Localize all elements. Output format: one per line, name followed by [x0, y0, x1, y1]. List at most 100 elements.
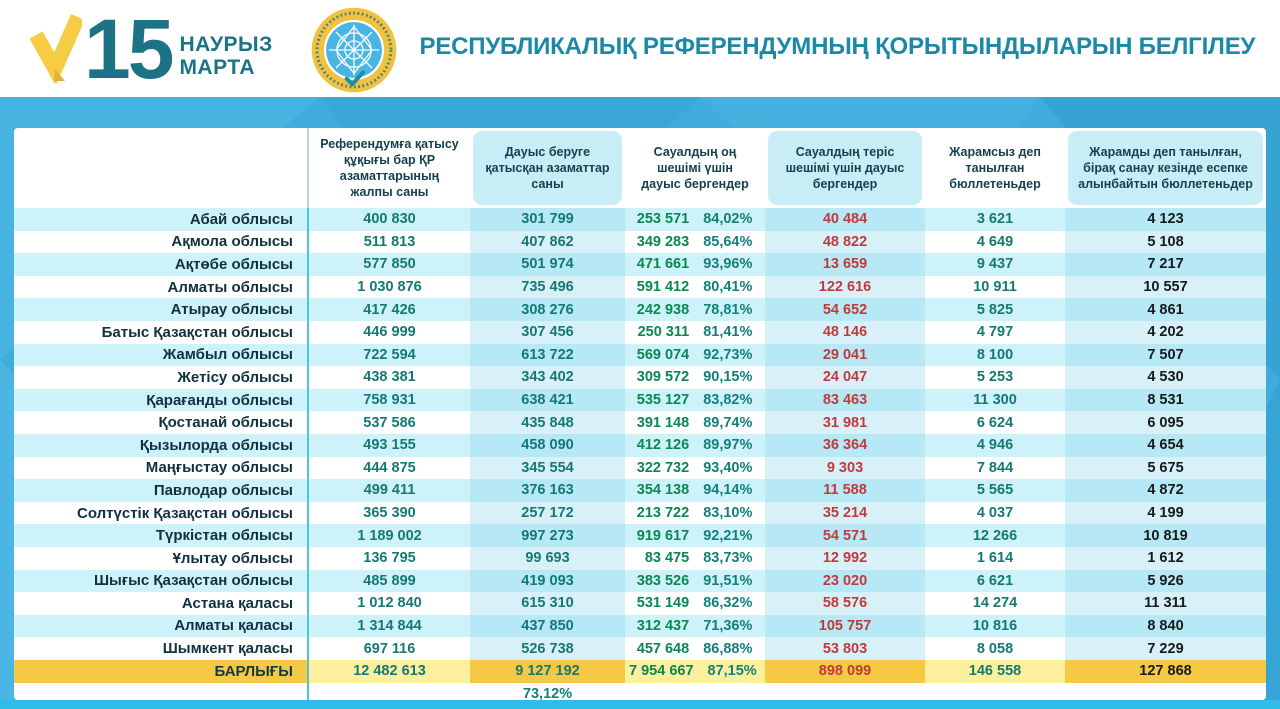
column-header-invalid: Жарамсыз деп танылған бюллетеньдер [949, 144, 1041, 192]
total-uncounted: 127 868 [1065, 659, 1266, 683]
yes-count: 354 138 [636, 482, 690, 499]
column-header-voted: Дауыс беруге қатысқан азаматтар саны [470, 128, 625, 208]
column-header-eligible: Референдумға қатысу құқығы бар ҚР азамат… [320, 136, 459, 200]
yes-percent: 93,40% [703, 459, 753, 476]
table-row: Қарағанды облысы 758 931 638 421 535 127… [14, 388, 1266, 412]
yes-percent: 78,81% [703, 301, 753, 318]
yes-percent: 83,73% [703, 550, 753, 567]
column-header-uncounted: Жарамды деп танылған, бірақ санау кезінд… [1065, 128, 1266, 208]
uncounted-ballots-count: 10 819 [1065, 524, 1266, 547]
yes-count: 471 661 [636, 256, 690, 273]
uncounted-ballots-count: 8 531 [1065, 388, 1266, 412]
region-name: Батыс Қазақстан облысы [14, 320, 309, 344]
invalid-ballots-count: 8 058 [976, 640, 1014, 657]
invalid-ballots-count: 9 437 [976, 256, 1014, 273]
yes-cell: 242 938 78,81% [625, 298, 765, 321]
yes-count: 569 074 [636, 346, 690, 363]
no-count: 83 463 [765, 388, 925, 412]
eligible-count: 444 875 [363, 459, 416, 476]
table-row: Павлодар облысы 499 411 376 163 354 138 … [14, 479, 1266, 502]
yes-cell: 535 127 83,82% [625, 389, 765, 412]
results-card: Референдумға қатысу құқығы бар ҚР азамат… [14, 128, 1266, 700]
yes-count: 83 475 [644, 550, 690, 567]
region-name: Ақмола облысы [14, 230, 309, 254]
no-count: 24 047 [765, 366, 925, 389]
results-table: Референдумға қатысу құқығы бар ҚР азамат… [14, 128, 1266, 700]
uncounted-ballots-count: 4 872 [1065, 479, 1266, 502]
table-body: Абай облысы 400 830 301 799 253 571 84,0… [14, 208, 1266, 660]
region-name: Алматы облысы [14, 275, 309, 299]
voted-count: 437 850 [470, 614, 625, 638]
yes-percent: 91,51% [703, 572, 753, 589]
yes-count: 242 938 [636, 301, 690, 318]
emblem-checkmark-icon [344, 69, 365, 86]
table-row: Шығыс Қазақстан облысы 485 899 419 093 3… [14, 569, 1266, 593]
date-logo: 15 НАУРЫЗ МАРТА [30, 2, 273, 97]
no-count: 58 576 [765, 592, 925, 615]
voted-count: 613 722 [470, 343, 625, 367]
yes-cell: 250 311 81,41% [625, 321, 765, 344]
uncounted-ballots-count: 4 199 [1065, 501, 1266, 525]
no-count: 9 303 [765, 456, 925, 480]
region-name: Солтүстік Қазақстан облысы [14, 501, 309, 525]
checkmark-icon [30, 13, 82, 83]
referendum-commission-emblem-icon [311, 7, 397, 92]
column-header-no: Сауалдың теріс шешімі үшін дауыс бергенд… [765, 128, 925, 208]
yes-count: 213 722 [636, 505, 690, 522]
yes-count: 535 127 [636, 392, 690, 409]
voted-count: 307 456 [470, 320, 625, 344]
no-count: 48 146 [765, 320, 925, 344]
eligible-count: 499 411 [363, 482, 416, 499]
region-name: Жамбыл облысы [14, 343, 309, 367]
yes-count: 457 648 [636, 640, 690, 657]
yes-percent: 93,96% [703, 256, 753, 273]
invalid-ballots-count: 6 621 [976, 572, 1014, 589]
total-yes-percent: 87,15% [707, 663, 757, 680]
region-name: Атырау облысы [14, 298, 309, 321]
uncounted-ballots-count: 4 202 [1065, 320, 1266, 344]
eligible-count: 493 155 [363, 437, 416, 454]
table-row: Астана қаласы 1 012 840 615 310 531 149 … [14, 592, 1266, 615]
table-row: Түркістан облысы 1 189 002 997 273 919 6… [14, 524, 1266, 547]
voted-count: 435 848 [470, 411, 625, 434]
no-count: 40 484 [765, 208, 925, 231]
voted-count: 407 862 [470, 230, 625, 254]
yes-percent: 85,64% [703, 233, 753, 250]
invalid-ballots-count: 8 100 [976, 346, 1014, 363]
voted-count: 997 273 [470, 524, 625, 547]
yes-count: 322 732 [636, 459, 690, 476]
eligible-count: 485 899 [363, 572, 416, 589]
total-row: БАРЛЫҒЫ 12 482 613 9 127 192 7 954 667 8… [14, 659, 1266, 683]
yes-count: 919 617 [636, 527, 690, 544]
table-row: Қызылорда облысы 493 155 458 090 412 126… [14, 433, 1266, 457]
no-count: 12 992 [765, 546, 925, 570]
table-row: Абай облысы 400 830 301 799 253 571 84,0… [14, 208, 1266, 231]
turnout-spacer [14, 682, 309, 700]
voted-count: 526 738 [470, 637, 625, 660]
total-no: 898 099 [765, 659, 925, 683]
region-name: Түркістан облысы [14, 524, 309, 547]
invalid-ballots-count: 1 614 [976, 550, 1014, 567]
table-row: Ақтөбе облысы 577 850 501 974 471 661 93… [14, 253, 1266, 276]
yes-percent: 84,02% [703, 211, 753, 228]
total-invalid: 146 558 [925, 659, 1065, 683]
invalid-ballots-count: 4 946 [976, 437, 1014, 454]
no-count: 29 041 [765, 343, 925, 367]
total-yes-cell: 7 954 667 87,15% [625, 659, 765, 683]
table-row: Солтүстік Қазақстан облысы 365 390 257 1… [14, 501, 1266, 525]
no-count: 31 981 [765, 411, 925, 434]
yes-percent: 89,97% [703, 437, 753, 454]
voted-count: 458 090 [470, 433, 625, 457]
invalid-ballots-count: 6 624 [976, 414, 1014, 431]
logo-day: 15 [84, 2, 174, 97]
table-row: Шымкент қаласы 697 116 526 738 457 648 8… [14, 637, 1266, 660]
region-name: Абай облысы [14, 208, 309, 231]
logo-months: НАУРЫЗ МАРТА [179, 33, 272, 79]
uncounted-ballots-count: 4 861 [1065, 298, 1266, 321]
no-count: 54 571 [765, 524, 925, 547]
table-header: Референдумға қатысу құқығы бар ҚР азамат… [14, 128, 1266, 208]
yes-percent: 80,41% [703, 279, 753, 296]
uncounted-ballots-count: 4 123 [1065, 208, 1266, 231]
no-count: 105 757 [765, 614, 925, 638]
invalid-ballots-count: 14 274 [972, 595, 1018, 612]
